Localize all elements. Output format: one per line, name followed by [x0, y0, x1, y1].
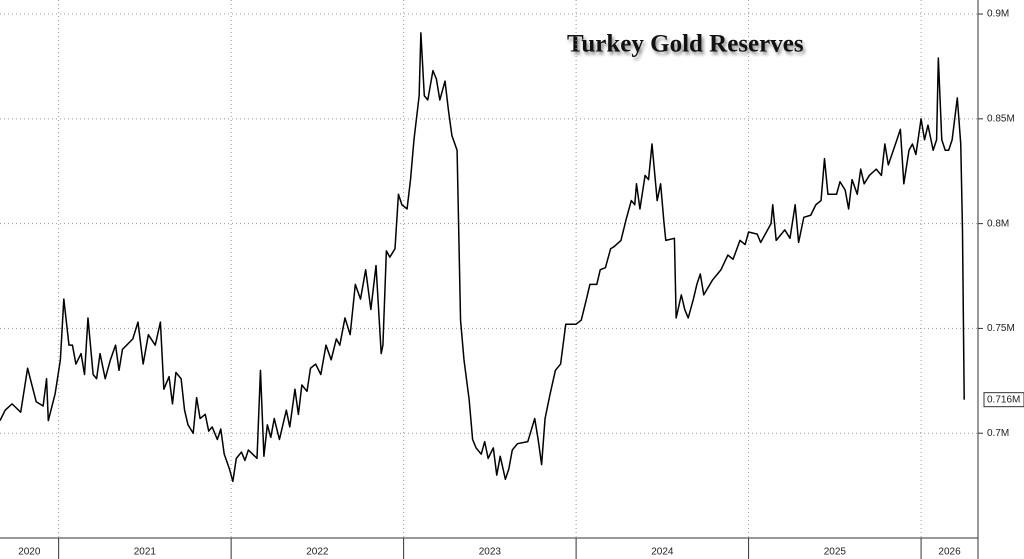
- x-tick-label: 2022: [306, 547, 329, 558]
- x-tick-label: 2025: [824, 547, 847, 558]
- x-tick-label: 2024: [651, 547, 674, 558]
- y-tick-label: 0.9M: [987, 9, 1009, 20]
- x-tick-label: 2026: [938, 547, 961, 558]
- y-tick-label: 0.8M: [987, 218, 1009, 229]
- y-tick-label: 0.75M: [987, 323, 1015, 334]
- chart-title: Turkey Gold Reserves: [567, 31, 804, 58]
- y-tick-label: 0.85M: [987, 113, 1015, 124]
- x-tick-label: 2023: [479, 547, 502, 558]
- x-tick-label: 2021: [134, 547, 157, 558]
- x-tick-label: 2020: [18, 547, 41, 558]
- series-line: [0, 32, 965, 483]
- value-label-box: [983, 392, 1024, 408]
- y-tick-label: 0.7M: [987, 428, 1009, 439]
- value-label: 0.716M: [987, 394, 1020, 405]
